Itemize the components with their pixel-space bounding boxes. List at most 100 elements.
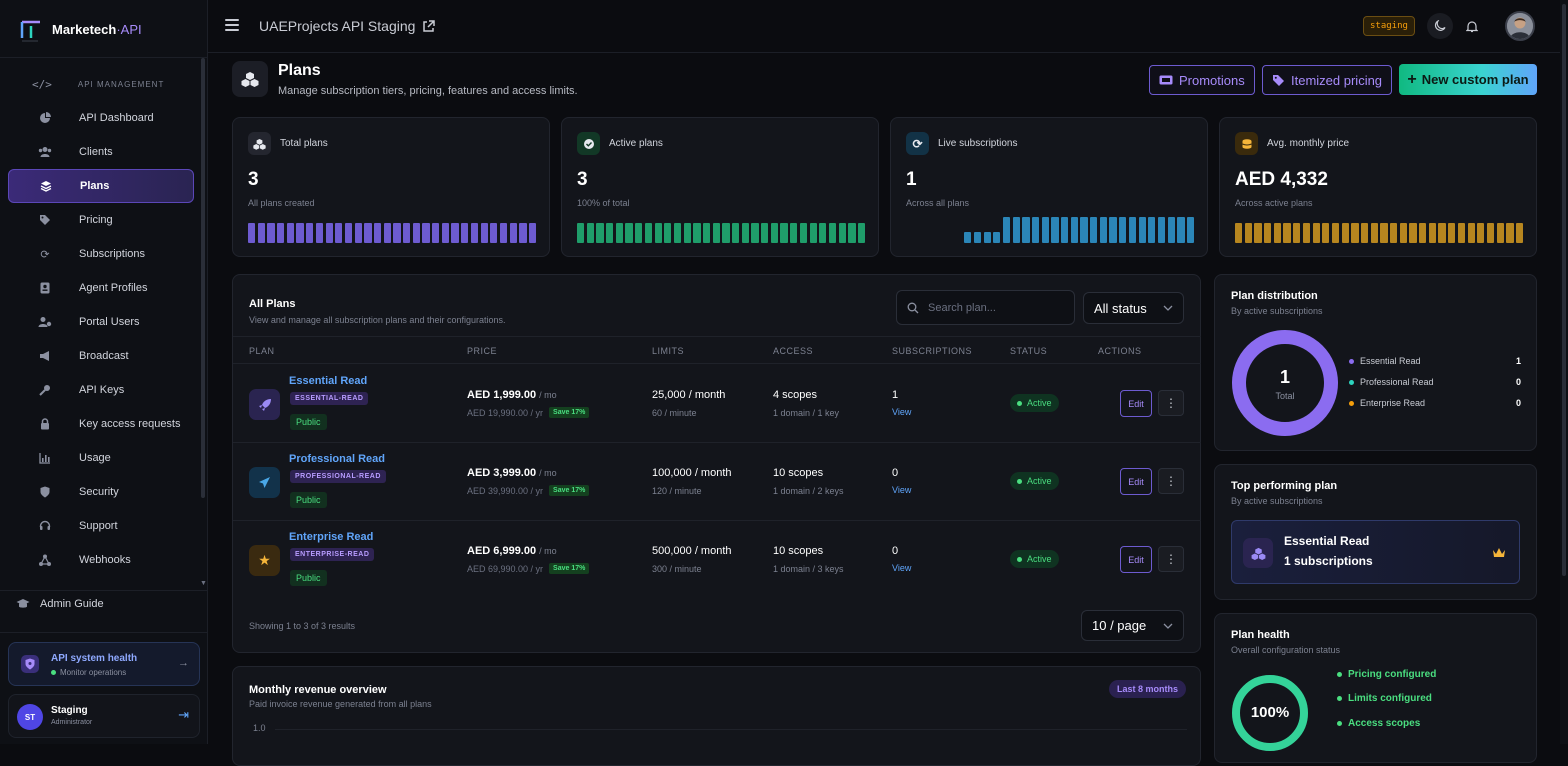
plan-name-link[interactable]: Essential Read xyxy=(289,375,368,387)
health-check-item: Limits configured xyxy=(1337,693,1432,704)
spark-bar xyxy=(1235,223,1243,243)
health-check-label: Limits configured xyxy=(1348,693,1432,704)
arrow-right-icon: → xyxy=(178,657,189,669)
visibility-badge: Public xyxy=(290,492,327,508)
avatar[interactable]: ST xyxy=(17,704,43,730)
view-subscriptions-link[interactable]: View xyxy=(892,563,912,573)
brand-separator: · xyxy=(116,21,121,37)
view-subscriptions-link[interactable]: View xyxy=(892,407,912,417)
logout-icon[interactable]: ⇥ xyxy=(178,707,189,722)
donut-slice-essential-read xyxy=(1232,330,1338,436)
admin-guide-link[interactable]: Admin Guide xyxy=(16,598,104,610)
ticket-icon xyxy=(1159,75,1173,85)
sidebar-item-subscriptions[interactable]: ⟳ Subscriptions xyxy=(8,237,194,271)
check-circle-icon xyxy=(577,132,600,155)
legend-dot xyxy=(1349,358,1354,364)
status-filter-select[interactable]: All status xyxy=(1083,292,1184,324)
page-title: Plans xyxy=(278,62,321,79)
stat-subtitle: All plans created xyxy=(248,198,315,208)
spark-bar xyxy=(432,223,440,243)
stat-label: Active plans xyxy=(609,138,663,149)
spark-bar xyxy=(480,223,488,243)
table-header: PLAN PRICE LIMITS ACCESS SUBSCRIPTIONS S… xyxy=(233,336,1201,364)
domain-keys: 1 domain / 1 key xyxy=(773,408,840,418)
spark-bar xyxy=(528,223,537,243)
brand-logo-icon xyxy=(20,20,40,42)
sidebar-item-webhooks[interactable]: Webhooks xyxy=(8,543,194,577)
brand[interactable]: Marketech · API xyxy=(18,14,142,44)
sidebar-item-key-access-requests[interactable]: Key access requests xyxy=(8,407,194,441)
project-link[interactable]: UAEProjects API Staging xyxy=(259,18,436,34)
window-scrollbar[interactable] xyxy=(1560,0,1568,744)
legend-dot xyxy=(1349,400,1354,406)
sidebar-item-clients[interactable]: Clients xyxy=(8,135,194,169)
sidebar-item-pricing[interactable]: Pricing xyxy=(8,203,194,237)
stat-label: Live subscriptions xyxy=(938,138,1018,149)
api-system-health-card[interactable]: API system health Monitor operations → xyxy=(8,642,200,686)
sidebar-item-api-dashboard[interactable]: API Dashboard xyxy=(8,101,194,135)
refresh-icon: ⟳ xyxy=(40,248,50,261)
spark-bar xyxy=(509,223,517,243)
rate-limit: 120 / minute xyxy=(652,486,702,496)
external-link-icon xyxy=(423,19,436,32)
visibility-badge: Public xyxy=(290,570,327,586)
edit-button[interactable]: Edit xyxy=(1120,546,1152,573)
spark-bar xyxy=(1022,217,1030,243)
period-badge[interactable]: Last 8 months xyxy=(1109,680,1187,698)
more-options-icon[interactable]: ⋮ xyxy=(1158,546,1184,572)
sidebar-item-support[interactable]: Support xyxy=(8,509,194,543)
spark-bar xyxy=(732,223,740,243)
plan-health-card: Plan health Overall configuration status… xyxy=(1214,613,1537,763)
sidebar-item-portal-users[interactable]: Portal Users xyxy=(8,305,194,339)
spark-bar xyxy=(673,223,682,243)
sidebar-item-broadcast[interactable]: Broadcast xyxy=(8,339,194,373)
plan-slug-badge: ESSENTIAL-READ xyxy=(290,392,369,405)
sidebar-item-usage[interactable]: Usage xyxy=(8,441,194,475)
edit-button[interactable]: Edit xyxy=(1120,390,1152,417)
top-plan-box[interactable]: Essential Read 1 subscriptions xyxy=(1231,520,1520,584)
more-options-icon[interactable]: ⋮ xyxy=(1158,390,1184,416)
sidebar-scrollbar[interactable] xyxy=(201,58,205,498)
stat-subtitle: Across all plans xyxy=(906,198,970,208)
sidebar-item-security[interactable]: Security xyxy=(8,475,194,509)
spark-bar xyxy=(1128,217,1137,243)
sidebar-item-api-keys[interactable]: API Keys xyxy=(8,373,194,407)
column-header: SUBSCRIPTIONS xyxy=(892,346,973,356)
price-period: / mo xyxy=(539,468,557,478)
more-options-icon[interactable]: ⋮ xyxy=(1158,468,1184,494)
plan-name-link[interactable]: Professional Read xyxy=(289,453,385,465)
user-avatar[interactable] xyxy=(1505,11,1535,41)
status-filter-value: All status xyxy=(1094,300,1147,316)
column-header: STATUS xyxy=(1010,346,1048,356)
spark-bar xyxy=(1341,223,1349,243)
yearly-price-row: AED 39,990.00 / yr Save 17% xyxy=(467,485,590,496)
pie-chart-icon xyxy=(38,111,52,125)
new-custom-plan-button[interactable]: + New custom plan xyxy=(1399,64,1537,95)
bell-icon[interactable] xyxy=(1459,13,1485,39)
plan-name-link[interactable]: Enterprise Read xyxy=(289,531,374,543)
spark-bar xyxy=(325,223,333,243)
itemized-pricing-button[interactable]: Itemized pricing xyxy=(1262,65,1393,95)
sidebar-item-agent-profiles[interactable]: Agent Profiles xyxy=(8,271,194,305)
spark-bar xyxy=(1390,223,1398,243)
view-subscriptions-link[interactable]: View xyxy=(892,485,912,495)
spark-bar xyxy=(257,223,265,243)
spark-bar xyxy=(1109,217,1117,243)
sidebar-item-label: Key access requests xyxy=(79,418,181,430)
spark-bar xyxy=(470,223,479,243)
key-icon xyxy=(38,383,52,397)
promotions-button[interactable]: Promotions xyxy=(1149,65,1255,95)
search-input[interactable]: Search plan... xyxy=(896,290,1075,325)
stat-value: 1 xyxy=(906,169,917,190)
table-row: ★ Enterprise Read ENTERPRISE-READ Public… xyxy=(233,521,1201,599)
edit-button[interactable]: Edit xyxy=(1120,468,1152,495)
spark-bar xyxy=(741,223,749,243)
scroll-down-icon[interactable]: ▼ xyxy=(200,580,207,587)
hamburger-menu-icon[interactable] xyxy=(225,19,239,31)
theme-toggle-moon-icon[interactable] xyxy=(1427,13,1453,39)
spark-bar xyxy=(780,223,788,243)
price-period: / mo xyxy=(539,546,557,556)
spark-bar xyxy=(790,223,798,243)
sidebar-item-plans[interactable]: Plans xyxy=(8,169,194,203)
page-size-select[interactable]: 10 / page xyxy=(1081,610,1184,641)
